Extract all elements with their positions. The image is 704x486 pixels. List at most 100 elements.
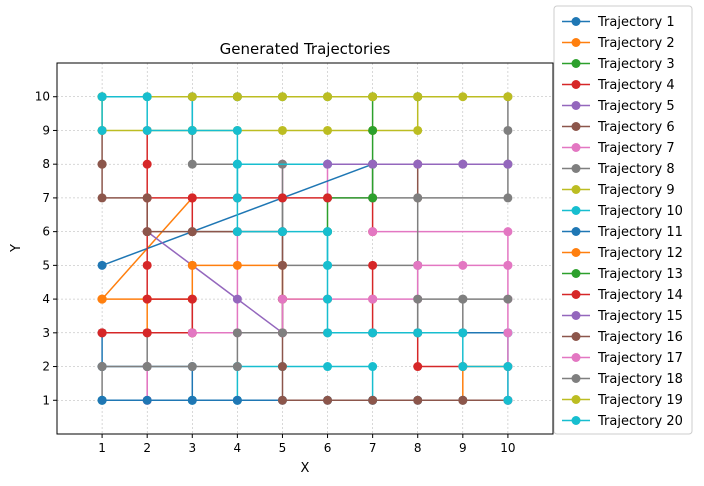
legend-marker — [571, 227, 581, 236]
y-tick-label: 3 — [42, 326, 50, 340]
data-point — [187, 193, 197, 203]
legend-entry: Trajectory 14 — [562, 288, 683, 303]
x-tick-label: 4 — [234, 441, 242, 455]
legend-label: Trajectory 1 — [597, 15, 675, 30]
series-20 — [97, 92, 513, 405]
data-point — [503, 227, 513, 237]
legend-marker — [571, 269, 581, 278]
y-tick-label: 5 — [42, 258, 50, 272]
legend-entry: Trajectory 3 — [562, 57, 675, 72]
legend-entry: Trajectory 17 — [562, 351, 683, 366]
data-point — [97, 159, 107, 169]
legend-marker — [571, 206, 581, 215]
x-tick-label: 7 — [369, 441, 377, 455]
legend-marker — [571, 185, 581, 194]
data-point — [187, 362, 197, 372]
data-point — [142, 227, 152, 237]
series-line — [146, 230, 283, 334]
data-point — [232, 362, 242, 372]
data-point — [503, 328, 513, 338]
data-point — [368, 395, 378, 405]
legend-marker — [571, 395, 581, 404]
data-point — [503, 92, 513, 102]
y-axis-label: Y — [9, 244, 24, 253]
data-point — [142, 260, 152, 270]
data-point — [277, 294, 287, 304]
y-tick-label: 8 — [42, 157, 50, 171]
legend-label: Trajectory 6 — [597, 120, 675, 135]
x-tick-label: 10 — [500, 441, 515, 455]
data-point — [97, 294, 107, 304]
series-line — [102, 197, 328, 334]
x-axis-label: X — [301, 461, 310, 476]
x-tick-label: 3 — [188, 441, 196, 455]
data-point — [232, 92, 242, 102]
data-point — [277, 227, 287, 237]
x-tick-label: 9 — [459, 441, 467, 455]
legend-label: Trajectory 3 — [597, 57, 675, 72]
legend-entry: Trajectory 15 — [562, 309, 683, 324]
data-point — [187, 260, 197, 270]
x-tick-label: 1 — [98, 441, 106, 455]
legend-label: Trajectory 9 — [597, 183, 675, 198]
legend-label: Trajectory 11 — [597, 225, 683, 240]
legend-marker — [571, 248, 581, 257]
legend-label: Trajectory 10 — [597, 204, 683, 219]
data-point — [323, 328, 333, 338]
data-point — [97, 193, 107, 203]
data-point — [323, 227, 333, 237]
data-point — [187, 92, 197, 102]
legend-entry: Trajectory 16 — [562, 330, 683, 345]
legend-label: Trajectory 18 — [597, 372, 683, 387]
tick-layer: 1 2 3 4 5 6 7 8 9 10 1 2 3 4 5 6 7 8 9 10 — [35, 90, 516, 455]
legend-label: Trajectory 7 — [597, 141, 675, 156]
data-point — [458, 159, 468, 169]
data-point — [277, 328, 287, 338]
legend-marker — [571, 332, 581, 341]
data-point — [232, 294, 242, 304]
data-point — [368, 260, 378, 270]
data-point — [413, 294, 423, 304]
data-point — [142, 328, 152, 338]
legend-marker — [571, 143, 581, 152]
legend-entry: Trajectory 4 — [562, 78, 675, 93]
x-tick-label: 8 — [414, 441, 422, 455]
data-point — [97, 328, 107, 338]
legend-marker — [571, 290, 581, 299]
data-point — [368, 294, 378, 304]
plot-frame — [56, 62, 554, 435]
y-tick-label: 10 — [35, 90, 50, 104]
data-point — [413, 125, 423, 135]
data-point — [503, 193, 513, 203]
data-point — [97, 395, 107, 405]
legend: Trajectory 1 Trajectory 2 Trajectory 3 Traj… — [553, 5, 693, 435]
data-point — [97, 125, 107, 135]
legend-marker — [571, 101, 581, 110]
data-point — [413, 395, 423, 405]
data-point — [187, 159, 197, 169]
data-point — [142, 193, 152, 203]
y-tick-label: 7 — [42, 191, 50, 205]
data-point — [187, 125, 197, 135]
x-tick-label: 6 — [324, 441, 332, 455]
legend-entry: Trajectory 1 — [562, 15, 675, 30]
legend-entry: Trajectory 5 — [562, 99, 675, 114]
data-point — [368, 92, 378, 102]
data-point — [503, 395, 513, 405]
legend-label: Trajectory 19 — [597, 393, 683, 408]
data-point — [142, 125, 152, 135]
legend-marker — [571, 353, 581, 362]
data-point — [323, 395, 333, 405]
data-point — [458, 362, 468, 372]
data-point — [458, 395, 468, 405]
series-line — [102, 298, 508, 368]
y-tick-label: 4 — [42, 292, 50, 306]
data-point — [413, 92, 423, 102]
data-point — [458, 328, 468, 338]
data-point — [232, 125, 242, 135]
legend-entry: Trajectory 11 — [562, 225, 683, 240]
legend-label: Trajectory 14 — [597, 288, 683, 303]
legend-label: Trajectory 17 — [597, 351, 683, 366]
data-point — [368, 125, 378, 135]
